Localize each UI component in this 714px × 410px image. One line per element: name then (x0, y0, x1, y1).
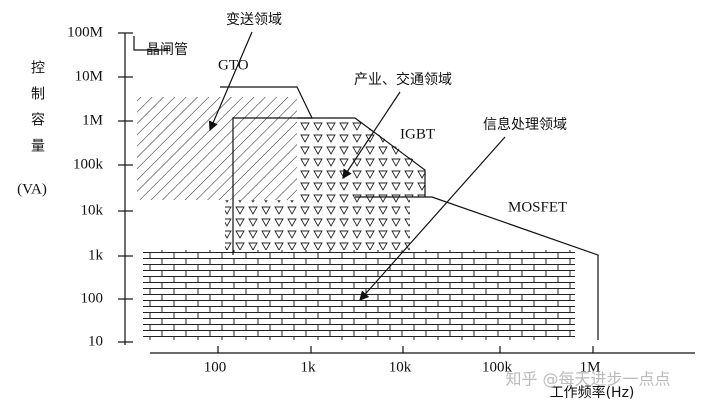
x-tick-label: 100 (204, 359, 227, 375)
y-tick-label: 10M (75, 68, 103, 84)
igbt-region (225, 118, 425, 258)
x-tick-label: 1M (580, 359, 601, 375)
x-axis-title: 工作频率(Hz) (550, 384, 635, 401)
y-axis-title: 控制容量 (29, 60, 45, 164)
thyristor-leader (133, 36, 168, 51)
annotation: 信息处理领域 (483, 116, 567, 133)
igbt-boundary (297, 117, 426, 197)
annotation: 产业、交通领域 (354, 71, 452, 88)
x-tick-label: 1k (301, 359, 317, 375)
arrow (342, 91, 401, 180)
y-axis-unit: (VA) (17, 181, 47, 197)
x-axis (150, 346, 695, 354)
annotation: 变送领域 (226, 12, 282, 28)
y-tick-label: 10 (88, 333, 103, 349)
arrow (359, 136, 506, 301)
gto-label: GTO (218, 57, 249, 73)
mosfet-label: MOSFET (508, 199, 567, 215)
y-tick-label: 100M (67, 24, 103, 40)
y-axis (118, 32, 133, 345)
y-tick-label: 100k (73, 156, 104, 172)
igbt-label: IGBT (400, 126, 435, 142)
arrow (208, 31, 253, 132)
mosfet-boundary (355, 196, 599, 340)
thyristor-label: 晶闸管 (146, 42, 188, 58)
mosfet-region (143, 250, 575, 340)
y-tick-label: 1M (82, 112, 103, 128)
y-tick-label: 100 (81, 290, 104, 306)
y-tick-label: 1k (88, 247, 104, 263)
watermark: 知乎 @每天进步一点点 (505, 370, 670, 389)
x-tick-label: 10k (389, 359, 412, 375)
x-tick-label: 100k (482, 359, 513, 375)
y-tick-label: 10k (81, 202, 104, 218)
